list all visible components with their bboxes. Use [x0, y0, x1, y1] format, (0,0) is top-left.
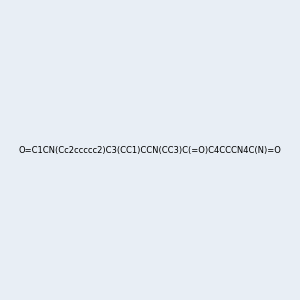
Text: O=C1CN(Cc2ccccc2)C3(CC1)CCN(CC3)C(=O)C4CCCN4C(N)=O: O=C1CN(Cc2ccccc2)C3(CC1)CCN(CC3)C(=O)C4C… [19, 146, 281, 154]
